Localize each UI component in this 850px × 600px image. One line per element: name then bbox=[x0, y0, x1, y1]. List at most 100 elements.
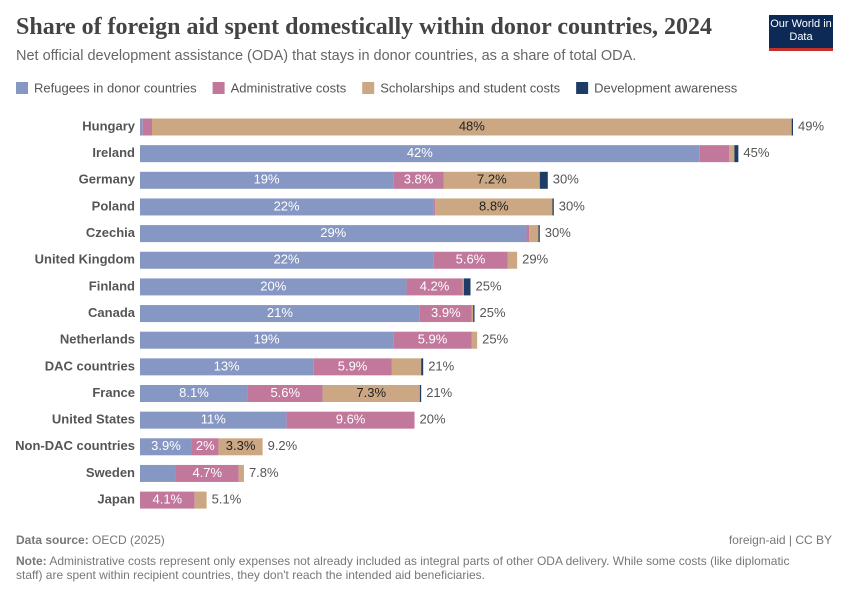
bar-segment bbox=[526, 225, 530, 243]
data-label: 3.9% bbox=[151, 438, 181, 453]
bar-segment bbox=[140, 385, 248, 402]
bar-segment bbox=[473, 305, 475, 323]
legend-label: Administrative costs bbox=[231, 80, 347, 95]
total-label: 30% bbox=[559, 198, 585, 213]
data-label: 19% bbox=[254, 332, 280, 347]
data-label: 5.6% bbox=[270, 385, 300, 400]
bar-segment bbox=[463, 278, 471, 296]
bar-segment bbox=[140, 198, 434, 216]
bar-segment bbox=[421, 358, 424, 376]
bar-segment bbox=[140, 491, 195, 509]
data-label: 9.6% bbox=[336, 412, 366, 427]
data-label: 19% bbox=[254, 172, 280, 187]
bar-segment bbox=[218, 438, 263, 456]
data-label: 4.7% bbox=[192, 465, 222, 480]
total-label: 21% bbox=[426, 385, 452, 400]
category-label: France bbox=[92, 385, 135, 400]
bar-segment bbox=[313, 358, 392, 376]
data-label: 4.1% bbox=[152, 492, 182, 507]
total-label: 21% bbox=[428, 358, 454, 373]
bar-segment bbox=[140, 118, 143, 136]
bar-segment bbox=[393, 171, 444, 189]
bar-segment bbox=[471, 331, 478, 349]
bar-segment bbox=[140, 225, 527, 243]
bar-segment bbox=[247, 385, 323, 402]
data-label: 5.9% bbox=[418, 332, 448, 347]
bar-segment bbox=[462, 278, 464, 296]
bar-segment bbox=[151, 118, 792, 136]
bar-segment bbox=[140, 464, 176, 482]
category-label: Ireland bbox=[92, 145, 135, 160]
total-label: 25% bbox=[482, 332, 508, 347]
bar-segment bbox=[433, 251, 508, 269]
bar-segment bbox=[140, 251, 434, 269]
data-label: 3.9% bbox=[431, 305, 461, 320]
data-label: 42% bbox=[407, 145, 433, 160]
bar-segment bbox=[507, 251, 518, 269]
total-label: 5.1% bbox=[212, 492, 242, 507]
total-label: 20% bbox=[420, 412, 446, 427]
total-label: 29% bbox=[522, 252, 548, 267]
bar-segment bbox=[734, 145, 739, 163]
legend-swatch bbox=[212, 82, 225, 94]
source: Data source: OECD (2025) bbox=[16, 533, 165, 547]
bar-segment bbox=[443, 171, 540, 189]
bar-segment bbox=[471, 305, 474, 323]
data-label: 3.3% bbox=[226, 438, 256, 453]
category-label: United States bbox=[52, 412, 135, 427]
data-label: 13% bbox=[214, 358, 240, 373]
legend-swatch bbox=[576, 82, 589, 94]
bar-segment bbox=[140, 358, 314, 376]
bar-segment bbox=[286, 411, 415, 429]
note: Note: Administrative costs represent onl… bbox=[16, 554, 816, 582]
bar-segment bbox=[538, 225, 540, 243]
bar-segment bbox=[435, 198, 553, 216]
bar-segment bbox=[419, 305, 472, 323]
category-label: Hungary bbox=[82, 118, 136, 133]
data-label: 20% bbox=[260, 278, 286, 293]
total-label: 45% bbox=[743, 145, 769, 160]
category-label: Poland bbox=[92, 198, 135, 213]
category-label: Germany bbox=[79, 172, 136, 187]
bar-segment bbox=[729, 145, 735, 163]
data-label: 21% bbox=[267, 305, 293, 320]
bar-segment bbox=[140, 145, 700, 163]
bar-segment bbox=[140, 438, 192, 456]
chart-subtitle: Net official development assistance (ODA… bbox=[16, 48, 637, 64]
chart-title: Share of foreign aid spent domestically … bbox=[16, 14, 713, 40]
bar-segment bbox=[552, 198, 554, 216]
total-label: 30% bbox=[553, 172, 579, 187]
license[interactable]: foreign-aid | CC BY bbox=[728, 533, 832, 547]
data-label: 2% bbox=[196, 438, 215, 453]
category-label: Netherlands bbox=[60, 332, 135, 347]
total-label: 25% bbox=[475, 278, 501, 293]
data-label: 5.6% bbox=[456, 252, 486, 267]
bar-segment bbox=[406, 278, 463, 296]
bar-segment bbox=[142, 118, 152, 136]
source-text: OECD (2025) bbox=[92, 533, 165, 547]
total-label: 7.8% bbox=[249, 465, 279, 480]
bar-segment bbox=[433, 198, 436, 216]
bar-segment bbox=[140, 411, 287, 429]
category-label: Finland bbox=[89, 278, 135, 293]
bar-segment bbox=[194, 491, 207, 509]
category-label: Non-DAC countries bbox=[15, 438, 135, 453]
legend-label: Refugees in donor countries bbox=[34, 80, 197, 95]
bar-segment bbox=[699, 145, 730, 163]
total-label: 25% bbox=[479, 305, 505, 320]
bar-segment bbox=[529, 225, 539, 243]
bar-segment bbox=[539, 171, 548, 189]
total-label: 30% bbox=[545, 225, 571, 240]
bar-segment bbox=[140, 278, 407, 296]
bar-segment bbox=[140, 305, 420, 323]
data-label: 3.8% bbox=[404, 172, 434, 187]
legend-swatch bbox=[362, 82, 375, 94]
bar-segment bbox=[391, 358, 422, 376]
total-label: 9.2% bbox=[268, 438, 298, 453]
data-label: 8.1% bbox=[179, 385, 209, 400]
bar-segment bbox=[791, 118, 793, 136]
legend-swatch bbox=[16, 82, 28, 94]
logo[interactable]: Our World in Data bbox=[769, 15, 833, 51]
data-label: 22% bbox=[274, 198, 300, 213]
